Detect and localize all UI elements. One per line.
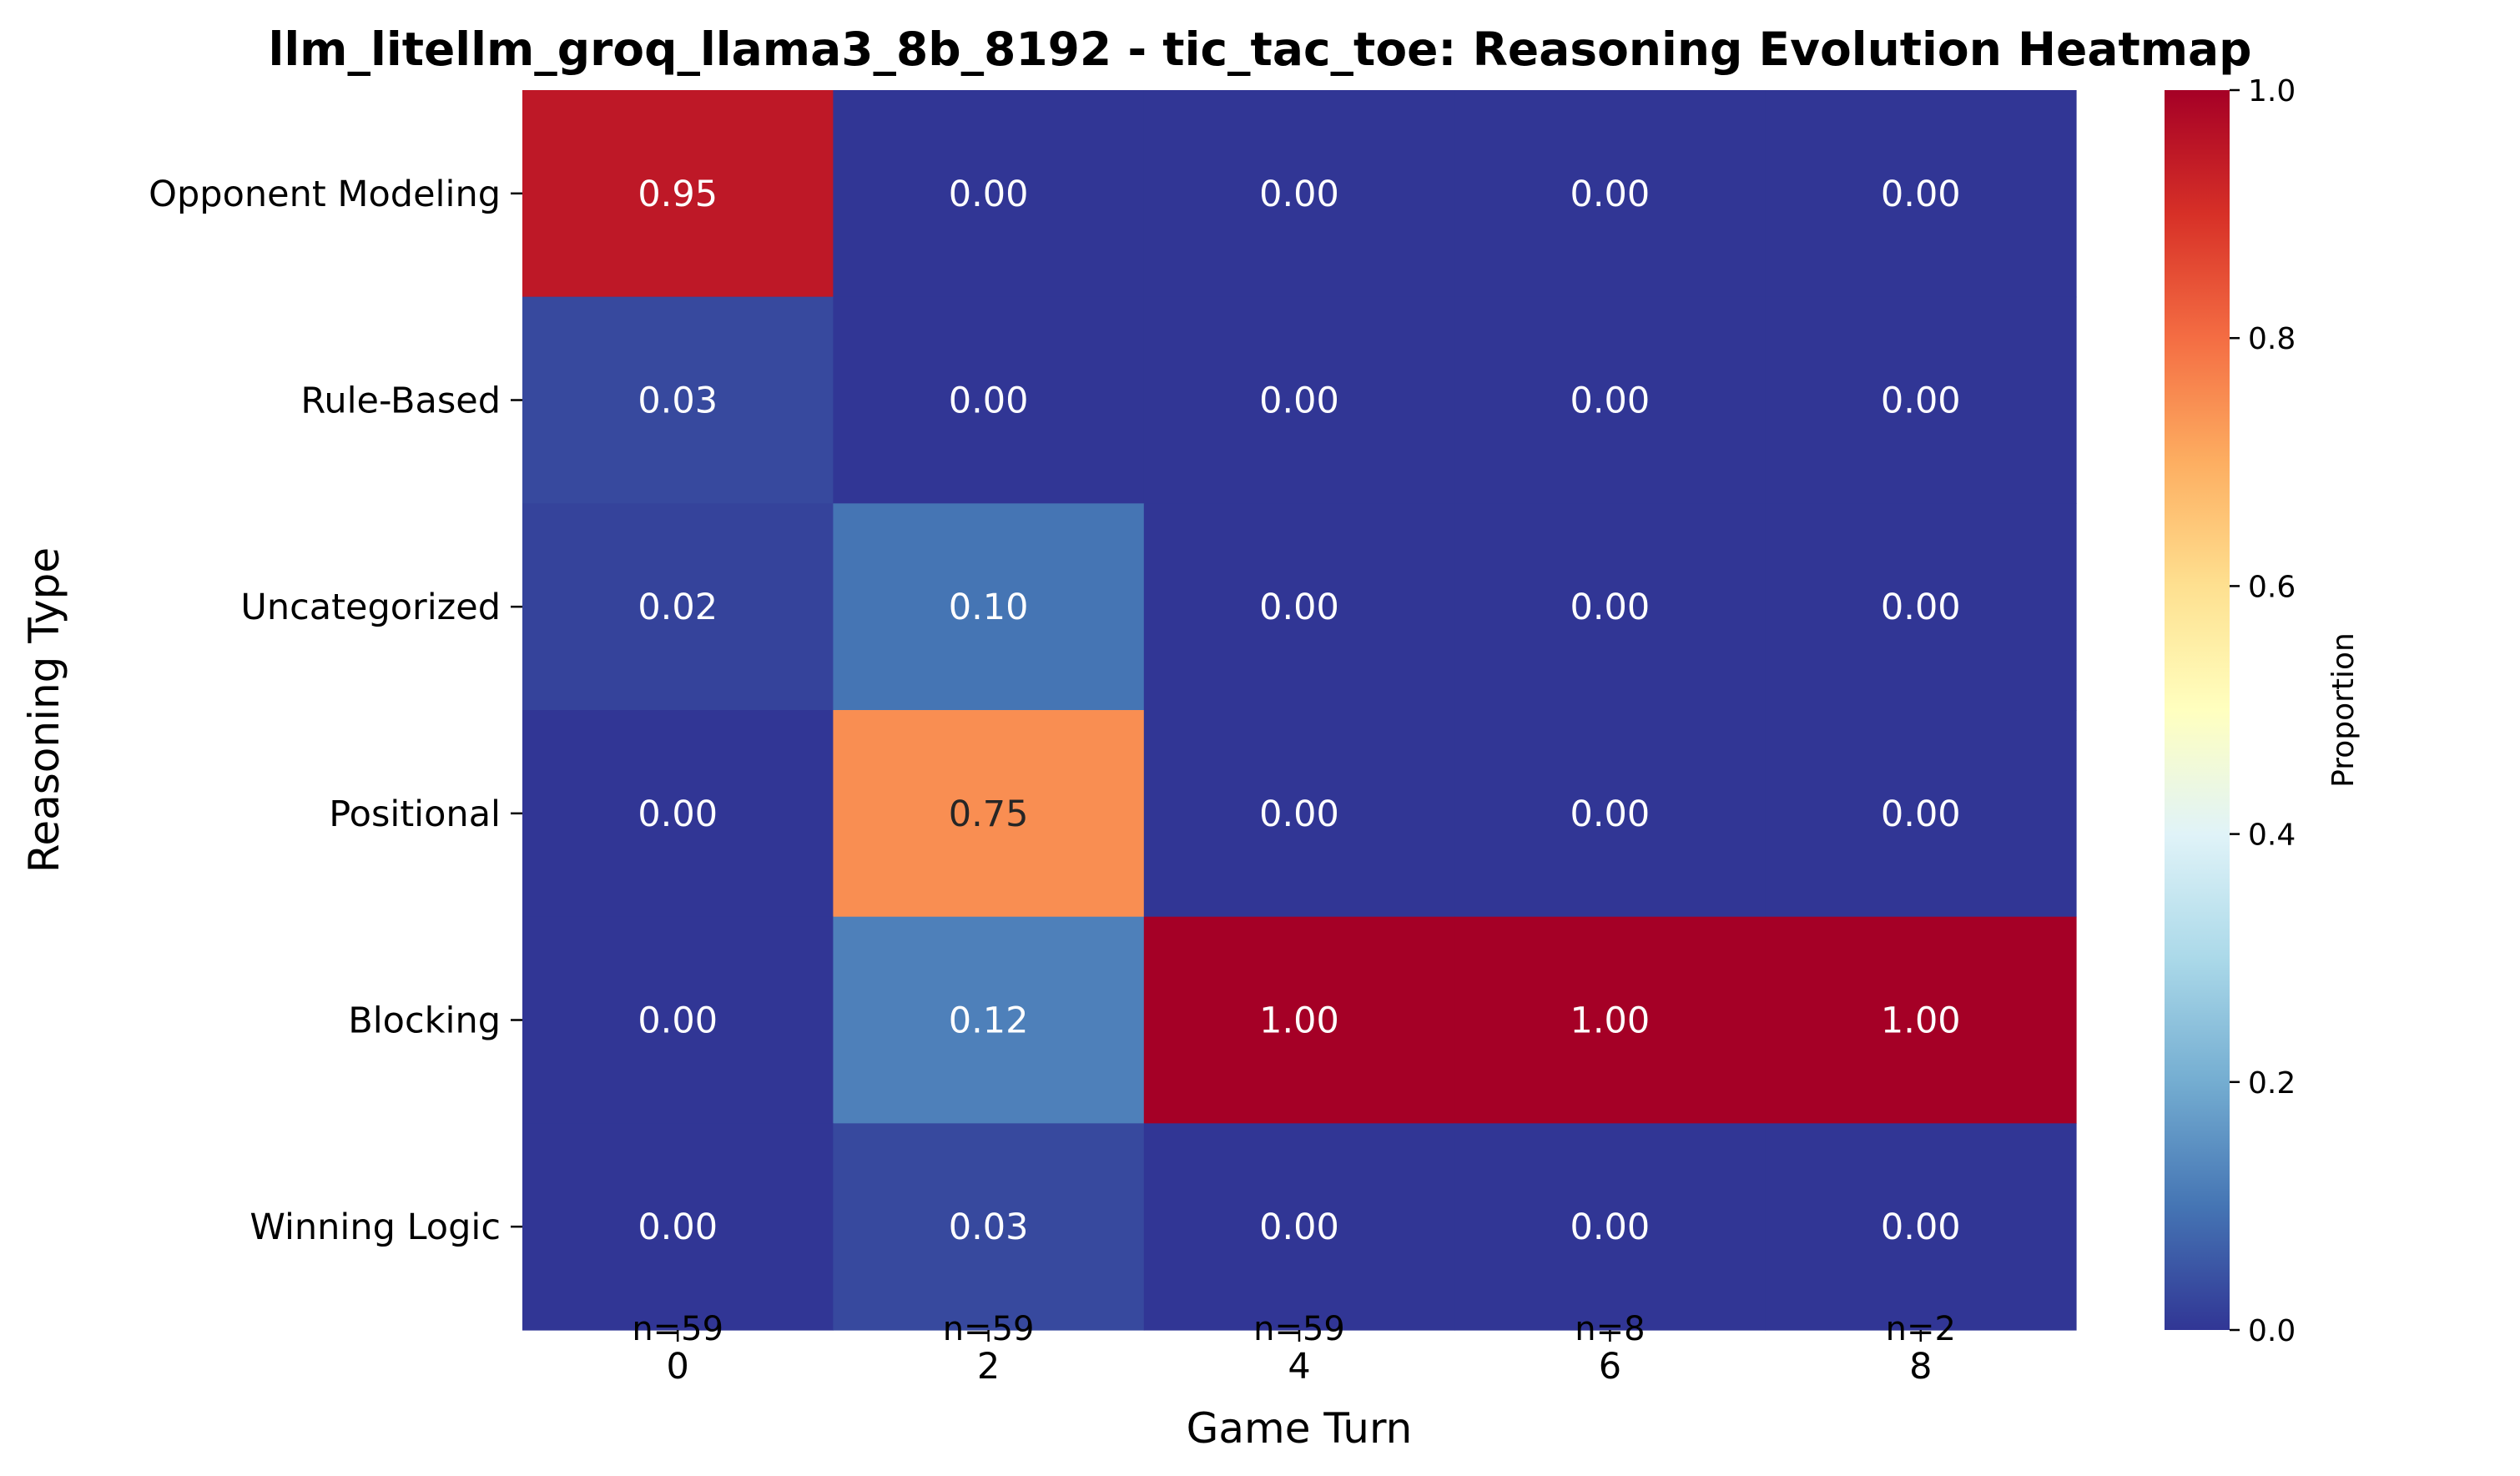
sample-count-label: n=2 [1886,1310,1956,1348]
cell-value-label: 0.03 [638,380,718,422]
cell-value-label: 0.75 [949,793,1029,835]
chart-title: llm_litellm_groq_llama3_8b_8192 - tic_ta… [268,23,2251,76]
cell-value-label: 0.00 [1259,793,1339,835]
sample-count-label: n=8 [1575,1310,1645,1348]
cell-value-label: 0.00 [1570,587,1651,628]
y-tick-label: Rule-Based [300,380,501,422]
heatmap-cell [833,1123,1145,1331]
heatmap-cell [522,1123,834,1331]
cell-value-label: 1.00 [1881,1000,1961,1042]
heatmap-cell [1765,296,2077,504]
heatmap-cell [1143,1123,1455,1331]
cell-value-label: 1.00 [1259,1000,1339,1042]
heatmap-cell [522,90,834,298]
x-axis: 0 2 4 6 8 [667,1330,1932,1388]
heatmap-cell [522,710,834,918]
sample-count-label: n=59 [943,1310,1035,1348]
cell-value-label: 0.00 [1881,380,1961,422]
x-tick-label: 0 [667,1346,689,1388]
cell-value-label: 0.12 [949,1000,1029,1042]
x-tick-label: 6 [1599,1346,1621,1388]
colorbar-label: Proportion [2326,632,2361,788]
y-tick-label: Opponent Modeling [149,174,501,215]
cell-value-label: 0.02 [638,587,718,628]
heatmap-cell [833,296,1145,504]
cell-value-label: 0.00 [1259,1206,1339,1248]
x-tick-label: 8 [1909,1346,1932,1388]
heatmap-cell [833,503,1145,711]
heatmap-cell [1143,916,1455,1124]
cell-value-label: 0.00 [1881,587,1961,628]
heatmap-cell [1454,296,1767,504]
colorbar-tick-label: 0.4 [2248,819,2296,853]
cell-value-label: 0.03 [949,1206,1029,1248]
cell-value-label: 0.00 [1570,1206,1651,1248]
heatmap-cell [1143,503,1455,711]
heatmap-cell [1454,503,1767,711]
heatmap-cell [1143,710,1455,918]
colorbar: 0.0 0.2 0.4 0.6 0.8 1.0 [2165,74,2296,1348]
heatmap-cell [1454,90,1767,298]
heatmap-cell [833,916,1145,1124]
heatmap-cell [1765,90,2077,298]
cell-value-label: 0.00 [1881,793,1961,835]
cell-value-label: 0.00 [1881,1206,1961,1248]
x-axis-label: Game Turn [1187,1404,1413,1453]
heatmap-cell [522,296,834,504]
heatmap-cell [833,710,1145,918]
y-tick-label: Blocking [348,1000,501,1042]
heatmap-cell-labels: 0.95 0.00 0.00 0.00 0.00 0.03 0.00 0.00 0.00 0.00… [638,174,1960,1248]
cell-value-label: 1.00 [1570,1000,1651,1042]
colorbar-tick-label: 0.0 [2248,1314,2296,1348]
sample-count-label: n=59 [632,1310,723,1348]
cell-value-label: 0.00 [949,174,1029,215]
cell-value-label: 0.00 [1881,174,1961,215]
heatmap-cell [1454,1123,1767,1331]
cell-value-label: 0.95 [638,174,718,215]
cell-value-label: 0.00 [1570,174,1651,215]
y-tick-label: Winning Logic [249,1206,501,1248]
cell-value-label: 0.00 [949,380,1029,422]
cell-value-label: 0.00 [638,793,718,835]
cell-value-label: 0.00 [1259,380,1339,422]
heatmap-cell [1454,916,1767,1124]
y-tick-label: Positional [329,793,501,835]
heatmap-cell [1765,710,2077,918]
y-axis-label: Reasoning Type [20,547,68,873]
cell-value-label: 0.00 [638,1206,718,1248]
colorbar-gradient [2165,90,2230,1330]
cell-value-label: 0.00 [1570,793,1651,835]
y-axis: Opponent Modeling Rule-Based Uncategorized… [149,174,522,1248]
x-tick-label: 4 [1288,1346,1310,1388]
colorbar-tick-label: 0.2 [2248,1066,2296,1101]
y-tick-label: Uncategorized [240,587,501,628]
heatmap-cell [1143,296,1455,504]
heatmap-cell [522,916,834,1124]
heatmap-cell [833,90,1145,298]
cell-value-label: 0.00 [1259,174,1339,215]
heatmap-cell [1454,710,1767,918]
colorbar-tick-label: 0.8 [2248,322,2296,356]
cell-value-label: 0.00 [1570,380,1651,422]
sample-count-label: n=59 [1253,1310,1345,1348]
heatmap-cell [1765,1123,2077,1331]
heatmap-cell [1765,916,2077,1124]
cell-value-label: 0.10 [949,587,1029,628]
heatmap-cell [1765,503,2077,711]
heatmap-cell [1143,90,1455,298]
colorbar-tick-label: 1.0 [2248,74,2296,108]
heatmap-cells [522,90,2077,1331]
sample-count-labels: n=59 n=59 n=59 n=8 n=2 [632,1310,1956,1348]
cell-value-label: 0.00 [638,1000,718,1042]
cell-value-label: 0.00 [1259,587,1339,628]
colorbar-tick-label: 0.6 [2248,570,2296,604]
x-tick-label: 2 [977,1346,1000,1388]
heatmap-cell [522,503,834,711]
